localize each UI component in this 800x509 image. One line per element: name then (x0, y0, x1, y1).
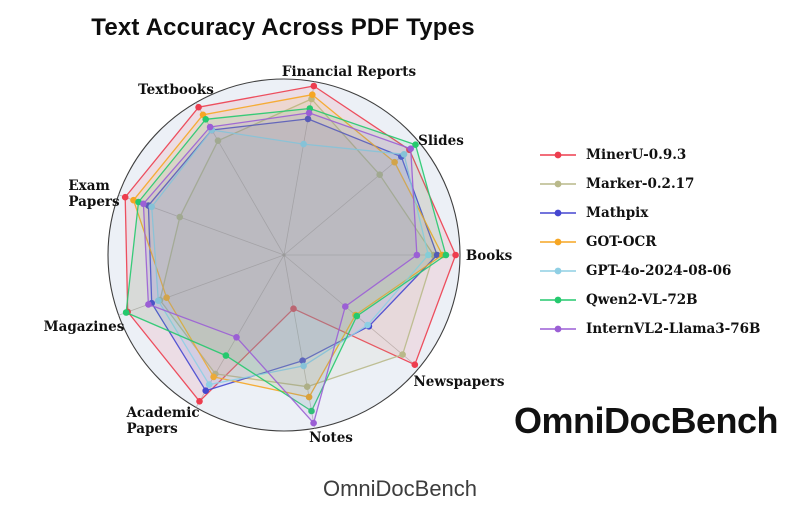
data-point-qwen2-vl-72b-slides (412, 141, 419, 148)
data-point-qwen2-vl-72b-magazines (122, 309, 130, 316)
data-point-qwen2-vl-72b-newspapers (353, 312, 361, 320)
legend-dot (554, 325, 562, 332)
series-polygon-got-ocr (132, 94, 444, 398)
data-point-internvl2-llama3-76b-financial-reports (305, 109, 313, 117)
data-point-got-ocr-financial-reports (309, 91, 316, 98)
data-point-mineru-0.9.3-financial-reports (310, 82, 318, 90)
data-point-gpt-4o-2024-08-06-financial-reports (300, 140, 307, 148)
legend-dot (554, 209, 562, 216)
data-point-got-ocr-magazines (163, 294, 170, 302)
data-point-gpt-4o-2024-08-06-newspapers (364, 321, 371, 329)
legend-item-gpt-4o-2024-08-06: GPT-4o-2024-08-06 (540, 256, 760, 285)
data-point-marker-0.2.17-notes (303, 383, 311, 391)
axis-label-magazines: Magazines (43, 318, 125, 335)
legend: MinerU-0.9.3 Marker-0.2.17 Mathpix GOT-OCR G… (540, 140, 760, 343)
data-point-marker-0.2.17-textbooks (214, 137, 222, 144)
data-point-qwen2-vl-72b-books (442, 251, 450, 259)
axis-label-newspapers: Newspapers (413, 373, 505, 390)
legend-dot (554, 238, 562, 245)
legend-marker-icon (540, 325, 576, 332)
watermark-logo: OmniDocBench (513, 400, 779, 441)
legend-marker-icon (540, 267, 576, 274)
axis-label-academic-papers: Academic Papers (126, 404, 200, 437)
data-point-mathpix-books (433, 251, 441, 259)
axis-label-books: Books (465, 247, 513, 264)
figure-caption: OmniDocBench (322, 476, 478, 501)
series-polygon-internvl2-llama3-76b (142, 112, 418, 424)
legend-marker-icon (540, 238, 576, 245)
data-point-gpt-4o-2024-08-06-slides (400, 151, 408, 158)
series-polygon-qwen2-vl-72b (125, 107, 447, 412)
legend-item-label: GOT-OCR (586, 233, 657, 250)
data-point-mathpix-notes (299, 357, 306, 365)
data-point-marker-0.2.17-newspapers (399, 351, 406, 358)
series-polygon-marker-0.2.17 (159, 98, 435, 388)
axis-label-exam-papers: Exam Papers (68, 177, 120, 210)
legend-item-mineru-0.9.3: MinerU-0.9.3 (540, 140, 760, 169)
data-point-internvl2-llama3-76b-books (413, 251, 421, 259)
legend-item-marker-0.2.17: Marker-0.2.17 (540, 169, 760, 198)
data-point-marker-0.2.17-slides (376, 171, 384, 178)
data-point-internvl2-llama3-76b-exam-papers (140, 200, 147, 208)
data-point-gpt-4o-2024-08-06-notes (300, 362, 307, 370)
legend-marker-icon (540, 209, 576, 216)
legend-marker-icon (540, 151, 576, 158)
legend-item-internvl2-llama3-76b: InternVL2-Llama3-76B (540, 314, 760, 343)
legend-marker-icon (540, 180, 576, 187)
data-point-gpt-4o-2024-08-06-magazines (155, 297, 162, 305)
legend-item-mathpix: Mathpix (540, 198, 760, 227)
data-point-qwen2-vl-72b-textbooks (202, 116, 209, 123)
data-point-got-ocr-slides (391, 158, 398, 166)
axis-label-textbooks: Textbooks (138, 81, 214, 98)
legend-item-label: Mathpix (586, 204, 649, 221)
data-point-mineru-0.9.3-textbooks (195, 103, 202, 111)
data-point-gpt-4o-2024-08-06-academic-papers (205, 381, 213, 388)
data-point-gpt-4o-2024-08-06-exam-papers (148, 203, 155, 211)
legend-dot (554, 267, 562, 274)
radar-center-dot (282, 253, 286, 257)
data-point-internvl2-llama3-76b-magazines (145, 301, 152, 308)
data-point-internvl2-llama3-76b-notes (310, 419, 317, 427)
data-point-gpt-4o-2024-08-06-books (425, 251, 432, 259)
data-point-got-ocr-academic-papers (210, 373, 217, 381)
axis-label-slides: Slides (418, 132, 464, 149)
data-point-qwen2-vl-72b-academic-papers (222, 352, 230, 359)
data-point-mineru-0.9.3-books (452, 251, 459, 259)
data-point-mineru-0.9.3-exam-papers (121, 193, 129, 201)
chart-title: Text Accuracy Across PDF Types (91, 14, 475, 41)
data-point-internvl2-llama3-76b-newspapers (342, 303, 349, 310)
legend-dot (554, 180, 562, 187)
legend-item-label: GPT-4o-2024-08-06 (586, 262, 732, 279)
data-point-internvl2-llama3-76b-academic-papers (233, 334, 240, 341)
axis-spoke-newspapers (283, 254, 420, 369)
legend-marker-icon (540, 296, 576, 303)
data-point-mineru-0.9.3-newspapers (411, 361, 419, 369)
data-point-mathpix-financial-reports (304, 115, 312, 123)
data-point-marker-0.2.17-exam-papers (176, 213, 184, 221)
legend-item-label: InternVL2-Llama3-76B (586, 320, 761, 337)
legend-item-qwen2-vl-72b: Qwen2-VL-72B (540, 285, 760, 314)
legend-item-got-ocr: GOT-OCR (540, 227, 760, 256)
data-point-internvl2-llama3-76b-textbooks (206, 123, 214, 131)
legend-item-label: MinerU-0.9.3 (586, 146, 687, 163)
data-point-mineru-0.9.3-notes (290, 305, 297, 313)
data-point-got-ocr-exam-papers (130, 196, 137, 204)
data-point-qwen2-vl-72b-notes (308, 407, 315, 415)
legend-item-label: Qwen2-VL-72B (586, 291, 698, 308)
data-point-internvl2-llama3-76b-slides (407, 145, 415, 152)
data-point-got-ocr-notes (305, 393, 313, 401)
axis-label-notes: Notes (309, 429, 353, 446)
legend-dot (554, 296, 562, 303)
data-point-mineru-0.9.3-academic-papers (196, 398, 203, 405)
data-point-mathpix-academic-papers (202, 387, 209, 395)
legend-dot (554, 151, 562, 158)
legend-item-label: Marker-0.2.17 (586, 175, 695, 192)
axis-label-financial-reports: Financial Reports (281, 63, 417, 80)
